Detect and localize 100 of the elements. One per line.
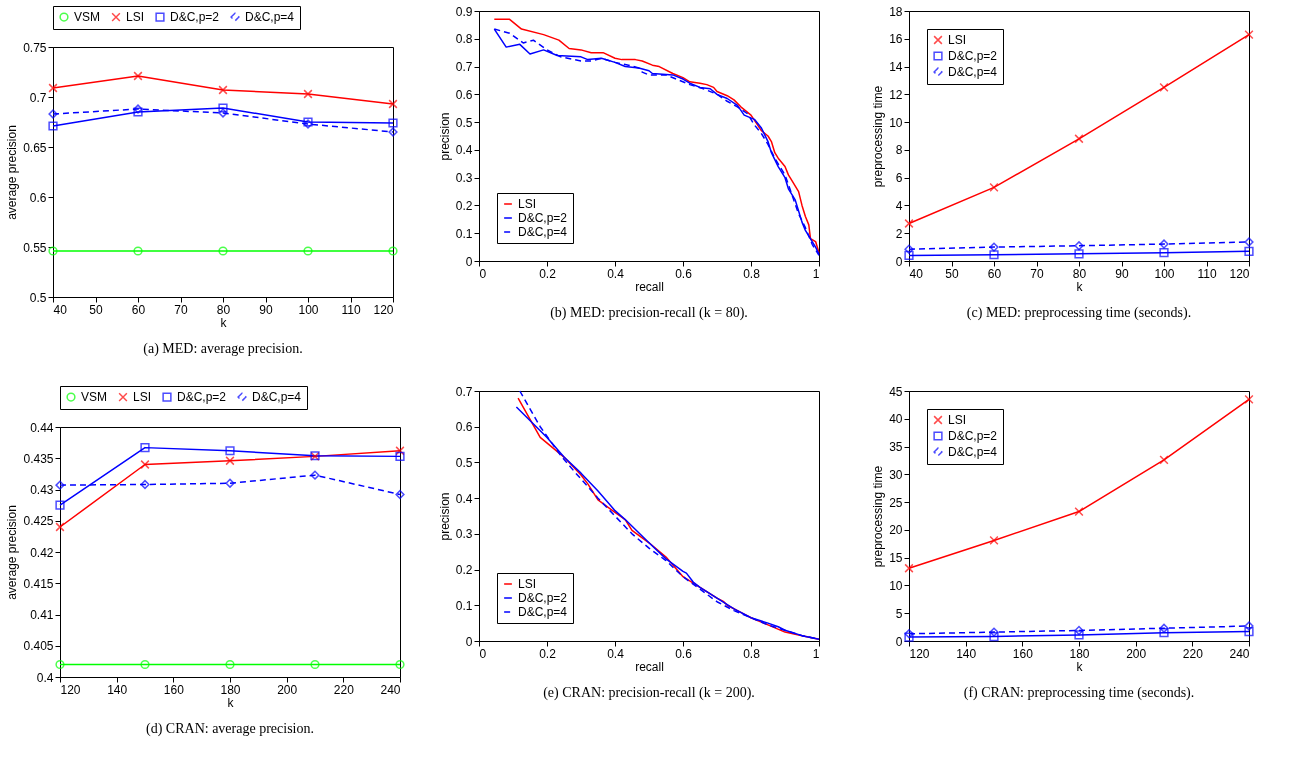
legend-label: D&C,p=4 bbox=[245, 10, 295, 25]
x-tick-label: 60 bbox=[131, 302, 146, 317]
x-tick-label: 50 bbox=[89, 302, 103, 317]
y-tick-label: 0.41 bbox=[30, 608, 54, 622]
legend-label: D&C,p=4 bbox=[948, 65, 998, 79]
y-tick-label: 0.43 bbox=[30, 483, 54, 497]
legend-label: D&C,p=4 bbox=[518, 605, 568, 619]
x-tick-label: 110 bbox=[341, 302, 361, 317]
x-tick-label: 0.4 bbox=[607, 646, 625, 661]
x-tick-label: 220 bbox=[1182, 646, 1204, 661]
x-tick-label: 0.6 bbox=[675, 646, 693, 661]
y-axis-title: average precision bbox=[5, 505, 20, 600]
x-tick-label: 0.8 bbox=[743, 646, 761, 661]
legend-label: D&C,p=4 bbox=[948, 445, 998, 459]
y-tick-label: 0 bbox=[895, 634, 903, 649]
legend-label: LSI bbox=[126, 10, 145, 25]
text: (d) CRAN: average precision. bbox=[146, 721, 314, 737]
x-tick-label: 80 bbox=[216, 302, 231, 317]
x-tick-label: 0 bbox=[479, 266, 487, 281]
x-tick-label: 0.4 bbox=[607, 266, 625, 281]
x-tick-label: 100 bbox=[298, 302, 319, 317]
y-tick-label: 0.4 bbox=[455, 491, 473, 506]
legend-label: D&C,p=2 bbox=[948, 429, 998, 443]
legend-label: LSI bbox=[518, 197, 537, 211]
x-tick-label: 160 bbox=[163, 682, 185, 697]
legend-label: VSM bbox=[81, 390, 108, 405]
y-tick-label: 0.8 bbox=[455, 32, 473, 47]
y-tick-label: 0.1 bbox=[455, 598, 473, 613]
legend-label: D&C,p=2 bbox=[518, 591, 568, 605]
legend-label: LSI bbox=[133, 390, 152, 405]
x-tick-label: 70 bbox=[174, 302, 188, 317]
y-tick-label: 0.425 bbox=[23, 514, 54, 529]
y-tick-label: 25 bbox=[889, 495, 903, 510]
y-tick-label: 45 bbox=[889, 384, 903, 399]
x-tick-label: 120 bbox=[1229, 266, 1250, 281]
x-tick-label: 90 bbox=[259, 302, 273, 317]
legend-label: D&C,p=2 bbox=[518, 211, 568, 225]
x-tick-label: 220 bbox=[333, 682, 355, 697]
legend-label: D&C,p=4 bbox=[252, 390, 302, 405]
x-tick-label: 1 bbox=[812, 266, 820, 281]
y-axis-title: precision bbox=[437, 492, 452, 541]
x-tick-label: 0.8 bbox=[743, 266, 761, 281]
x-tick-label: 70 bbox=[1030, 266, 1044, 281]
y-tick-label: 0.42 bbox=[30, 545, 54, 560]
y-tick-label: 0.44 bbox=[30, 420, 54, 435]
x-tick-label: 140 bbox=[956, 646, 977, 661]
x-tick-label: 200 bbox=[1126, 646, 1147, 661]
legend-label: D&C,p=2 bbox=[948, 49, 998, 63]
y-tick-label: 0.7 bbox=[455, 60, 473, 75]
legend-label: D&C,p=2 bbox=[177, 390, 227, 405]
y-axis-title: precision bbox=[437, 112, 452, 161]
y-tick-label: 2 bbox=[895, 226, 903, 241]
y-tick-label: 4 bbox=[895, 198, 903, 213]
y-tick-label: 0.4 bbox=[455, 143, 473, 158]
x-axis-title: recall bbox=[635, 279, 664, 294]
y-tick-label: 20 bbox=[889, 523, 903, 538]
y-tick-label: 0 bbox=[465, 634, 473, 649]
y-tick-label: 10 bbox=[889, 115, 903, 130]
y-tick-label: 8 bbox=[895, 143, 903, 158]
y-tick-label: 0.405 bbox=[23, 639, 54, 654]
x-tick-label: 240 bbox=[380, 682, 401, 697]
x-tick-label: 120 bbox=[373, 302, 394, 317]
y-tick-label: 0.3 bbox=[455, 527, 473, 542]
y-tick-label: 35 bbox=[889, 440, 903, 455]
y-tick-label: 6 bbox=[895, 171, 903, 186]
x-tick-label: 140 bbox=[107, 682, 128, 697]
x-tick-label: 0.6 bbox=[675, 266, 693, 281]
y-axis-title: average precision bbox=[5, 125, 20, 220]
y-axis-title: preprocessing time bbox=[871, 465, 886, 568]
y-tick-label: 30 bbox=[889, 467, 903, 482]
x-tick-label: 0.2 bbox=[539, 646, 557, 661]
y-tick-label: 0.5 bbox=[455, 115, 473, 130]
y-tick-label: 0.55 bbox=[23, 240, 47, 255]
x-tick-label: 40 bbox=[909, 266, 924, 281]
x-axis-title: k bbox=[1076, 659, 1084, 674]
y-tick-label: 0.75 bbox=[23, 40, 47, 55]
x-axis-title: k bbox=[220, 315, 228, 330]
y-tick-label: 14 bbox=[889, 60, 903, 75]
x-axis-title: k bbox=[1076, 279, 1084, 294]
y-tick-label: 0.6 bbox=[455, 420, 473, 435]
y-tick-label: 0.6 bbox=[455, 87, 473, 102]
y-tick-label: 0.9 bbox=[455, 4, 473, 19]
y-tick-label: 0.3 bbox=[455, 171, 473, 186]
x-tick-label: 120 bbox=[60, 682, 81, 697]
x-tick-label: 60 bbox=[987, 266, 1002, 281]
y-tick-label: 0.5 bbox=[455, 455, 473, 470]
text: (f) CRAN: preprocessing time (seconds). bbox=[963, 685, 1195, 701]
y-tick-label: 0.6 bbox=[29, 190, 47, 205]
y-tick-label: 0 bbox=[895, 254, 903, 269]
x-axis-title: k bbox=[227, 695, 235, 710]
y-tick-label: 18 bbox=[889, 4, 903, 19]
y-tick-label: 0.7 bbox=[455, 384, 473, 399]
x-tick-label: 90 bbox=[1115, 266, 1129, 281]
legend-label: D&C,p=2 bbox=[170, 10, 220, 25]
x-tick-label: 160 bbox=[1012, 646, 1034, 661]
legend-label: LSI bbox=[518, 577, 537, 591]
y-tick-label: 0.5 bbox=[29, 290, 47, 305]
x-tick-label: 240 bbox=[1229, 646, 1250, 661]
y-tick-label: 0.415 bbox=[23, 576, 54, 591]
y-tick-label: 0 bbox=[465, 254, 473, 269]
